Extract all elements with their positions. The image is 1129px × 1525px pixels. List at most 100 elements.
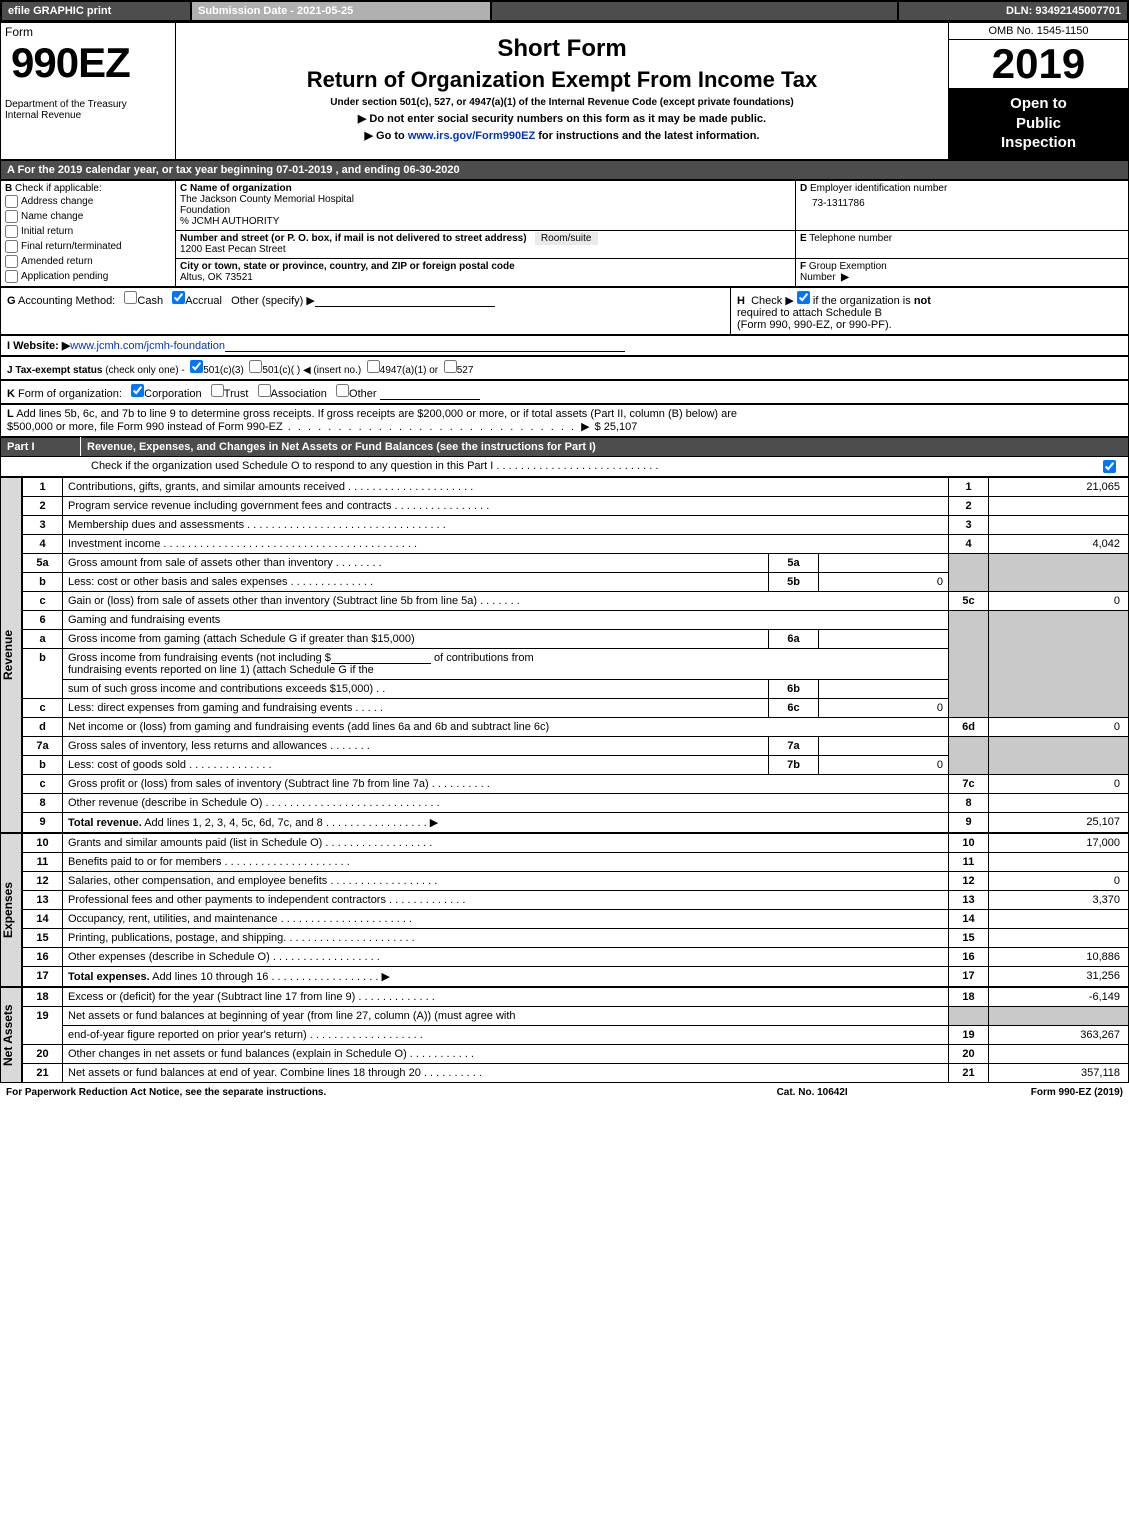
e-label: E	[800, 233, 807, 244]
l6a-subval	[819, 629, 949, 648]
b-text: Check if applicable:	[15, 183, 102, 194]
table-row: 6Gaming and fundraising events	[23, 610, 1129, 629]
l7a-label: Gross sales of inventory, less returns a…	[63, 736, 769, 755]
website-link[interactable]: www.jcmh.com/jcmh-foundation	[70, 340, 225, 352]
l11-label: Benefits paid to or for members . . . . …	[63, 852, 949, 871]
goto-pre: ▶ Go to	[365, 130, 408, 142]
l5c-label: Gain or (loss) from sale of assets other…	[63, 591, 949, 610]
l14-num: 14	[23, 909, 63, 928]
cb-amended-return-label: Amended return	[21, 256, 93, 267]
cb-501c3[interactable]	[190, 360, 203, 373]
l6b-sub: 6b	[769, 679, 819, 698]
row-j: J Tax-exempt status (check only one) - 5…	[0, 356, 1129, 380]
l16-num: 16	[23, 947, 63, 966]
l6b-label2: of contributions from	[431, 652, 534, 664]
l21-num: 21	[23, 1063, 63, 1082]
cb-527[interactable]	[444, 360, 457, 373]
efile-label[interactable]: efile GRAPHIC print	[1, 1, 191, 21]
table-row: 8Other revenue (describe in Schedule O) …	[23, 793, 1129, 812]
f-text: Group Exemption	[809, 261, 887, 272]
d-text: Employer identification number	[810, 183, 947, 194]
cb-corporation[interactable]	[131, 384, 144, 397]
table-row: 15Printing, publications, postage, and s…	[23, 928, 1129, 947]
j-label: J	[7, 365, 13, 376]
table-row: 14Occupancy, rent, utilities, and mainte…	[23, 909, 1129, 928]
l4-ln: 4	[949, 534, 989, 553]
l19-label2: end-of-year figure reported on prior yea…	[63, 1025, 949, 1044]
table-row: 4Investment income . . . . . . . . . . .…	[23, 534, 1129, 553]
table-row: dNet income or (loss) from gaming and fu…	[23, 717, 1129, 736]
k-trust: Trust	[224, 388, 249, 400]
cb-4947[interactable]	[367, 360, 380, 373]
footer-right: Form 990-EZ (2019)	[902, 1083, 1129, 1102]
l1-amt: 21,065	[989, 477, 1129, 496]
gray-fill-19	[949, 1006, 989, 1025]
revenue-vertical-label: Revenue	[0, 477, 22, 833]
l12-label: Salaries, other compensation, and employ…	[63, 871, 949, 890]
cb-schedule-o-used[interactable]	[1103, 460, 1116, 473]
part-i-title: Revenue, Expenses, and Changes in Net As…	[87, 441, 433, 453]
cb-trust[interactable]	[211, 384, 224, 397]
gray-fill-6	[949, 610, 989, 717]
cb-amended-return[interactable]	[5, 255, 18, 268]
l20-num: 20	[23, 1044, 63, 1063]
cb-cash[interactable]	[124, 291, 137, 304]
expenses-wrap: Expenses 10Grants and similar amounts pa…	[0, 833, 1129, 987]
l10-label: Grants and similar amounts paid (list in…	[63, 833, 949, 852]
cb-application-pending[interactable]	[5, 270, 18, 283]
j-text: Tax-exempt status	[15, 365, 102, 376]
cb-address-change[interactable]	[5, 195, 18, 208]
j-o2: 501(c)( ) ◀ (insert no.)	[262, 365, 361, 376]
city-value: Altus, OK 73521	[180, 272, 253, 283]
l-text1: Add lines 5b, 6c, and 7b to line 9 to de…	[16, 408, 737, 420]
topbar-spacer	[491, 1, 898, 21]
gray-fill-7	[949, 736, 989, 774]
j-o1: 501(c)(3)	[203, 365, 244, 376]
goto-post: for instructions and the latest informat…	[535, 130, 759, 142]
gray-fill-5b	[989, 553, 1129, 591]
cb-accrual[interactable]	[172, 291, 185, 304]
submission-date-button[interactable]: Submission Date - 2021-05-25	[191, 1, 491, 21]
g-accrual: Accrual	[185, 295, 222, 307]
k-other-blank[interactable]	[380, 388, 480, 400]
cb-association[interactable]	[258, 384, 271, 397]
part-i-header-table: Part I Revenue, Expenses, and Changes in…	[0, 437, 1129, 477]
l16-ln: 16	[949, 947, 989, 966]
l7a-num: 7a	[23, 736, 63, 755]
gray-fill-6b	[989, 610, 1129, 717]
k-label: K	[7, 388, 15, 400]
website-blank	[225, 340, 625, 352]
cb-other-org[interactable]	[336, 384, 349, 397]
goto-link[interactable]: www.irs.gov/Form990EZ	[408, 130, 535, 142]
l5c-num: c	[23, 591, 63, 610]
f-label: F	[800, 261, 806, 272]
org-name-2: Foundation	[180, 205, 230, 216]
l20-amt	[989, 1044, 1129, 1063]
table-row: 16Other expenses (describe in Schedule O…	[23, 947, 1129, 966]
l13-label: Professional fees and other payments to …	[63, 890, 949, 909]
form-header: Form 990EZ Department of the Treasury In…	[0, 22, 1129, 160]
table-row: 17Total expenses. Add lines 10 through 1…	[23, 966, 1129, 986]
l6-num: 6	[23, 610, 63, 629]
identity-section: B Check if applicable: Address change Na…	[0, 180, 1129, 287]
l17-num: 17	[23, 966, 63, 986]
l6b-blank[interactable]	[331, 652, 431, 664]
ein-value: 73-1311786	[800, 194, 1124, 209]
cb-name-change[interactable]	[5, 210, 18, 223]
cb-initial-return[interactable]	[5, 225, 18, 238]
cb-final-return[interactable]	[5, 240, 18, 253]
g-other-blank[interactable]	[315, 295, 495, 307]
l20-label: Other changes in net assets or fund bala…	[63, 1044, 949, 1063]
l4-num: 4	[23, 534, 63, 553]
l6d-ln: 6d	[949, 717, 989, 736]
l11-amt	[989, 852, 1129, 871]
d-label: D	[800, 183, 807, 194]
cb-h-not-required[interactable]	[797, 291, 810, 304]
table-row: 2Program service revenue including gover…	[23, 496, 1129, 515]
l8-label: Other revenue (describe in Schedule O) .…	[63, 793, 949, 812]
l5a-subval	[819, 553, 949, 572]
cb-initial-return-label: Initial return	[21, 226, 73, 237]
cb-501c[interactable]	[249, 360, 262, 373]
l3-amt	[989, 515, 1129, 534]
table-row: 3Membership dues and assessments . . . .…	[23, 515, 1129, 534]
